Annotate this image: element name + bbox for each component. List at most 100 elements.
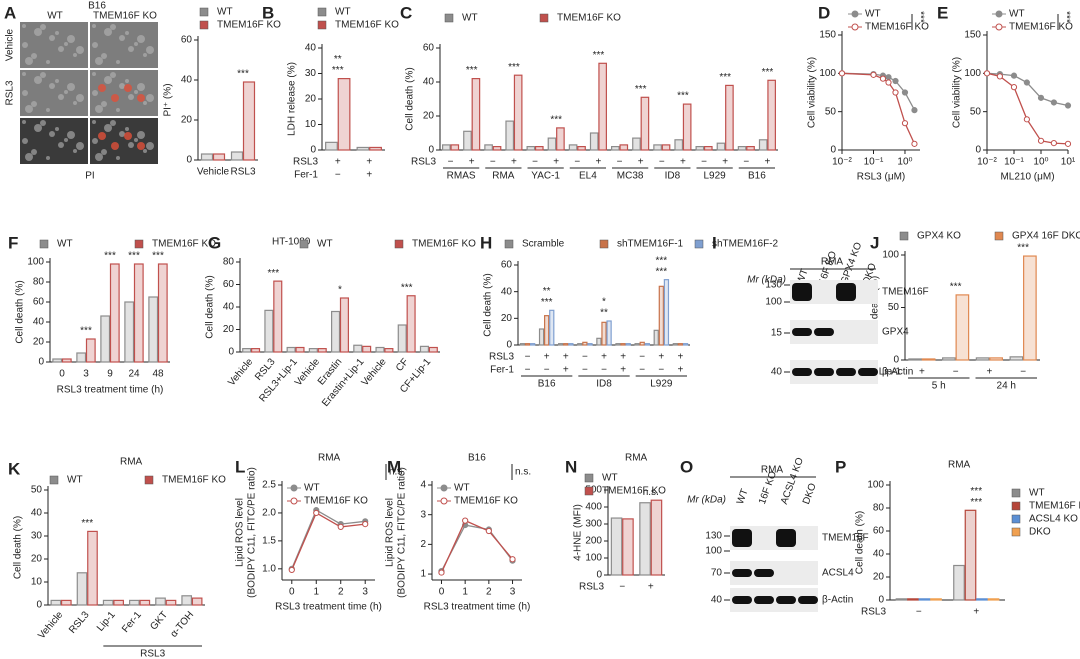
bar — [544, 315, 550, 346]
cell — [58, 94, 64, 100]
bar — [60, 599, 72, 606]
legend-marker — [1011, 488, 1021, 498]
point — [485, 527, 492, 535]
y-tick-label: 1.0 — [262, 563, 276, 574]
cell — [22, 138, 28, 144]
bar — [286, 346, 296, 353]
bar — [556, 127, 565, 151]
series-line — [841, 72, 916, 145]
row-name: Fer-1 — [490, 365, 514, 376]
y-tick-label: 40 — [305, 43, 317, 54]
bar — [375, 346, 385, 353]
legend-marker — [444, 13, 454, 23]
legend-marker — [299, 239, 309, 249]
cell — [92, 24, 96, 28]
bar — [955, 294, 970, 361]
band — [836, 368, 856, 376]
legend-label: TMEM16F KO — [304, 496, 368, 507]
row-mark: − — [639, 352, 645, 363]
bar — [534, 146, 544, 151]
point — [1050, 99, 1057, 106]
bar — [639, 502, 651, 576]
bar — [102, 599, 114, 606]
point — [362, 521, 369, 528]
y-tick-label: 0 — [830, 145, 836, 156]
panel-letter: E — [937, 3, 948, 22]
significance: *** — [508, 62, 520, 73]
bar — [598, 62, 607, 151]
bar — [606, 320, 612, 346]
significance: *** — [466, 65, 478, 76]
significance: *** — [152, 251, 164, 262]
cell — [134, 42, 138, 46]
series-line — [291, 511, 366, 571]
pi-cell — [124, 84, 132, 92]
bar — [663, 279, 670, 346]
row-mark: − — [916, 607, 922, 618]
marker-label: 15 — [771, 328, 783, 339]
legend-label: Scramble — [522, 239, 565, 250]
point — [911, 140, 918, 147]
point — [983, 70, 991, 77]
legend-label: WT — [57, 239, 73, 250]
protein-label: ACSL4 — [822, 568, 854, 579]
bar — [450, 144, 460, 151]
bar — [921, 358, 936, 361]
row-mark: + — [919, 367, 925, 378]
legend-marker — [599, 239, 609, 249]
bar — [677, 343, 684, 346]
bar — [682, 343, 689, 346]
bar — [505, 120, 515, 151]
bar — [273, 280, 283, 353]
pi-cell — [98, 132, 106, 140]
bar — [587, 343, 593, 346]
row-name: RSL3 — [293, 157, 318, 168]
cell — [137, 131, 145, 139]
significance: *** — [914, 11, 925, 23]
legend-label: WT — [335, 7, 351, 18]
significance: *** — [267, 268, 279, 279]
legend-label: WT — [217, 7, 233, 18]
y-axis-label: LDH release (%) — [287, 62, 298, 136]
cell — [73, 149, 77, 153]
legend-label: GPX4 16F DKO — [1012, 231, 1080, 242]
point — [996, 73, 1003, 80]
column-label: TMEM16F KO — [93, 11, 157, 22]
point — [892, 77, 899, 85]
significance: * — [602, 297, 606, 308]
cell — [25, 105, 33, 113]
y-tick-label: 0 — [36, 600, 42, 611]
legend-marker — [394, 239, 404, 249]
x-tick-label: 10⁻¹ — [1004, 157, 1024, 168]
y-axis-label: Cell death (%) — [855, 511, 866, 574]
group-label: MC38 — [617, 171, 644, 182]
bar — [975, 357, 990, 361]
bar — [264, 309, 274, 353]
legend-marker — [1011, 501, 1021, 511]
bar — [397, 324, 407, 353]
y-axis-label: Cell viability (%) — [807, 57, 818, 128]
panel-letter: M — [387, 457, 401, 476]
bar — [695, 146, 705, 151]
cell — [46, 108, 50, 112]
bar — [596, 337, 602, 346]
row-mark: + — [680, 157, 686, 168]
bar — [653, 144, 662, 151]
bar — [622, 518, 634, 576]
bar — [181, 595, 193, 606]
bar — [547, 137, 557, 151]
row-mark: + — [553, 157, 559, 168]
x-tick-label: CF — [394, 357, 411, 374]
row-mark: + — [973, 607, 979, 618]
bar — [463, 130, 472, 151]
group-label: B16 — [538, 379, 556, 390]
pi-cell — [137, 142, 145, 150]
panel-letter: K — [8, 459, 21, 478]
significance: *** — [104, 251, 116, 262]
bar — [157, 263, 168, 363]
y-axis-label: Cell death (%) — [15, 280, 26, 343]
chart-title: RMA — [318, 453, 341, 464]
y-tick-label: 300 — [585, 519, 602, 530]
y-tick-label: 2 — [420, 539, 426, 550]
bar — [76, 572, 88, 606]
